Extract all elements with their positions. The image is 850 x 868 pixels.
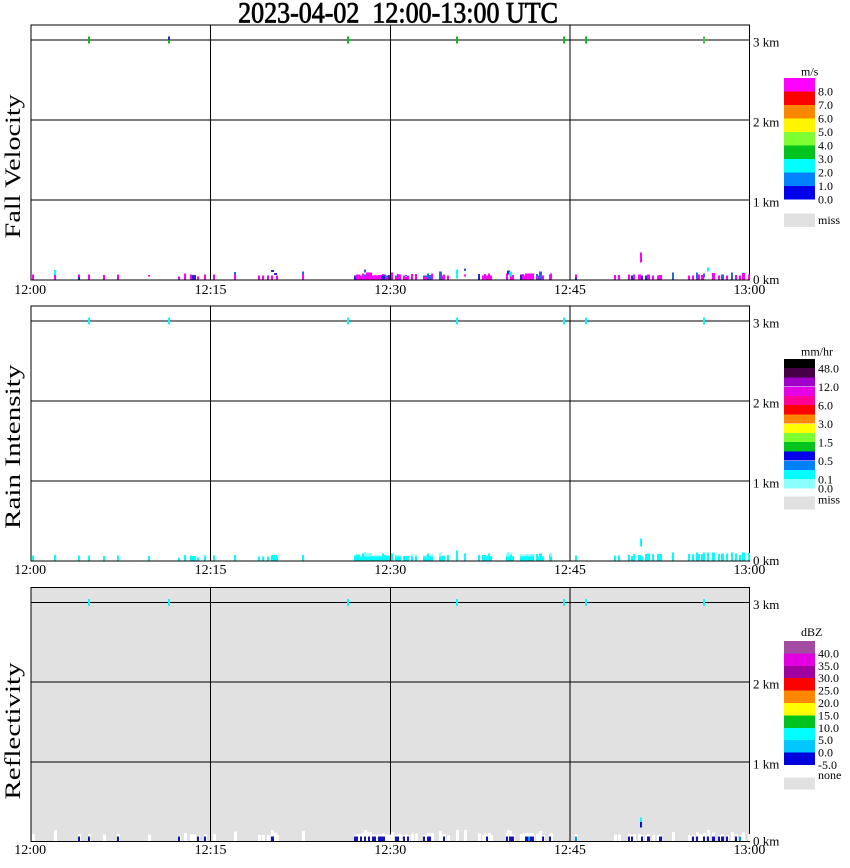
svg-text:miss: miss [818, 492, 840, 506]
svg-text:Fall Velocity: Fall Velocity [1, 94, 25, 238]
svg-text:10.0: 10.0 [818, 721, 839, 735]
svg-text:2 km: 2 km [753, 396, 779, 411]
svg-text:12:30: 12:30 [374, 843, 406, 858]
svg-text:8.0: 8.0 [818, 84, 833, 98]
svg-text:3 km: 3 km [753, 597, 779, 612]
svg-text:12:00: 12:00 [14, 283, 46, 298]
svg-text:m/s: m/s [801, 65, 819, 79]
svg-text:12:30: 12:30 [374, 283, 406, 298]
svg-text:0.1: 0.1 [818, 472, 833, 486]
svg-text:0.0: 0.0 [818, 746, 833, 760]
svg-text:Rain Intensity: Rain Intensity [0, 364, 25, 529]
svg-text:12:15: 12:15 [195, 563, 227, 578]
svg-text:1 km: 1 km [753, 756, 779, 771]
svg-text:miss: miss [818, 213, 840, 227]
svg-text:3 km: 3 km [753, 316, 779, 331]
svg-text:1 km: 1 km [753, 476, 779, 491]
svg-text:5.0: 5.0 [818, 733, 833, 747]
svg-text:15.0: 15.0 [818, 708, 839, 722]
svg-text:7.0: 7.0 [818, 98, 833, 112]
svg-text:12:45: 12:45 [554, 563, 586, 578]
svg-text:none: none [818, 768, 841, 782]
svg-text:0 km: 0 km [753, 553, 779, 568]
svg-text:12:15: 12:15 [195, 843, 227, 858]
svg-text:13:00: 13:00 [734, 283, 766, 298]
svg-text:25.0: 25.0 [818, 684, 839, 698]
svg-text:48.0: 48.0 [818, 361, 839, 375]
svg-text:35.0: 35.0 [818, 659, 839, 673]
svg-text:6.0: 6.0 [818, 398, 833, 412]
svg-text:5.0: 5.0 [818, 125, 833, 139]
svg-text:13:00: 13:00 [734, 563, 766, 578]
svg-text:40.0: 40.0 [818, 646, 839, 660]
svg-text:12:45: 12:45 [554, 843, 586, 858]
svg-text:0 km: 0 km [753, 834, 779, 849]
svg-text:2 km: 2 km [753, 115, 779, 130]
svg-text:0.0: 0.0 [818, 192, 833, 206]
svg-text:1.0: 1.0 [818, 179, 833, 193]
svg-text:Reflectivity: Reflectivity [0, 662, 25, 799]
svg-text:0.0: 0.0 [818, 482, 833, 496]
svg-text:1 km: 1 km [753, 195, 779, 210]
svg-text:1.5: 1.5 [818, 435, 833, 449]
svg-text:3.0: 3.0 [818, 417, 833, 431]
svg-text:30.0: 30.0 [818, 671, 839, 685]
svg-text:12:00: 12:00 [14, 843, 46, 858]
svg-text:20.0: 20.0 [818, 696, 839, 710]
svg-text:12:15: 12:15 [195, 283, 227, 298]
svg-text:4.0: 4.0 [818, 138, 833, 152]
svg-text:2 km: 2 km [753, 677, 779, 692]
svg-text:3.0: 3.0 [818, 152, 833, 166]
svg-text:12:30: 12:30 [374, 563, 406, 578]
svg-text:-5.0: -5.0 [818, 758, 837, 772]
svg-text:0 km: 0 km [753, 272, 779, 287]
svg-text:3 km: 3 km [753, 35, 779, 50]
svg-text:6.0: 6.0 [818, 111, 833, 125]
svg-text:12:45: 12:45 [554, 283, 586, 298]
svg-text:0.5: 0.5 [818, 454, 833, 468]
svg-text:13:00: 13:00 [734, 843, 766, 858]
svg-text:2.0: 2.0 [818, 165, 833, 179]
svg-text:12.0: 12.0 [818, 380, 839, 394]
svg-text:mm/hr: mm/hr [801, 345, 833, 359]
svg-text:12:00: 12:00 [14, 563, 46, 578]
svg-text:dBZ: dBZ [801, 625, 822, 639]
